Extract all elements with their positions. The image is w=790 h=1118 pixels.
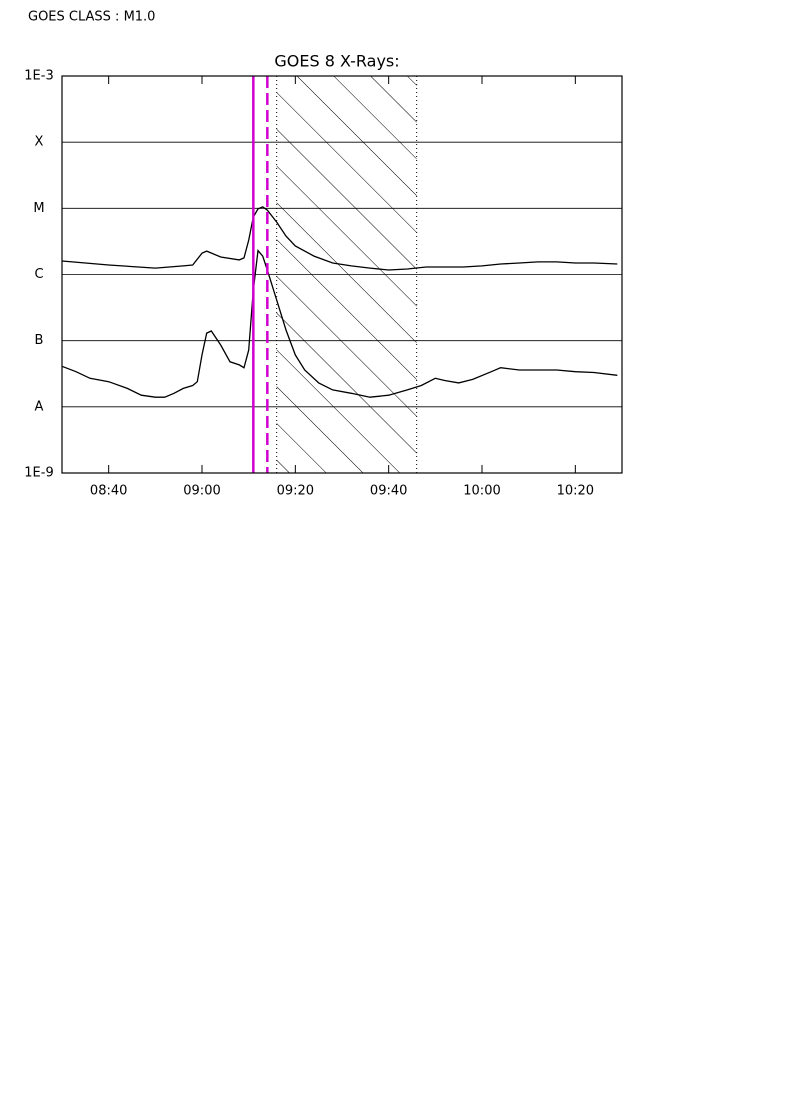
- x-tick-label: 09:00: [183, 484, 220, 499]
- y-tick-label: B: [35, 333, 44, 348]
- plot-frame: [61, 75, 623, 474]
- x-tick-label: 09:40: [370, 484, 407, 499]
- x-tick-label: 10:20: [557, 484, 594, 499]
- y-tick-label: 1E-3: [24, 69, 53, 84]
- goes-class: GOES CLASS : M1.0: [28, 10, 155, 25]
- y-tick-label: M: [33, 201, 44, 216]
- flux-line: [61, 206, 618, 271]
- x-tick-label: 09:20: [277, 484, 314, 499]
- y-tick-label: A: [35, 399, 44, 414]
- chart-title: GOES 8 X-Rays:: [274, 52, 399, 71]
- y-tick-label: C: [34, 267, 43, 282]
- x-tick-label: 10:00: [463, 484, 500, 499]
- x-tick-label: 08:40: [90, 484, 127, 499]
- y-tick-label: 1E-9: [24, 466, 53, 481]
- y-tick-label: X: [35, 135, 44, 150]
